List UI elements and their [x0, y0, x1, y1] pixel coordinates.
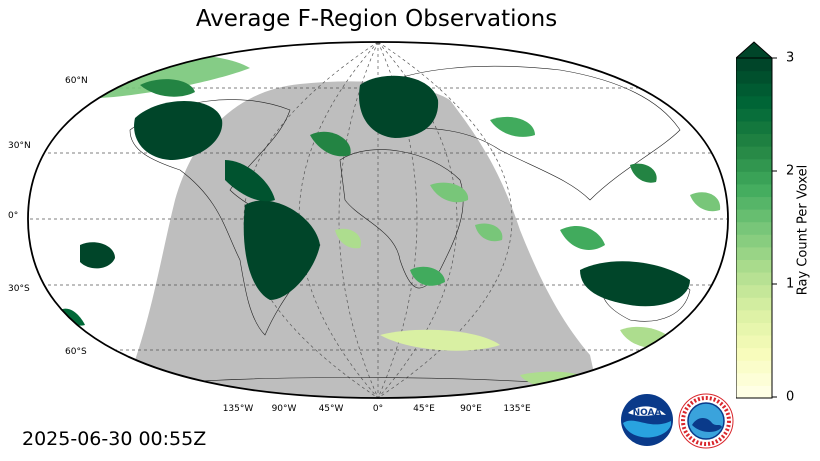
timestamp: 2025-06-30 00:55Z: [22, 428, 207, 450]
lat-label-30n: 30°N: [8, 141, 31, 151]
colorbar-segment: [736, 70, 772, 84]
colorbar-segment: [736, 234, 772, 248]
noaa-logo: NOAA: [621, 394, 673, 446]
nws-logo: [678, 393, 734, 449]
globe-outline: [27, 41, 729, 399]
colorbar-segment: [736, 108, 772, 122]
colorbar-segment: [736, 95, 772, 109]
colorbar-segment: [736, 272, 772, 286]
colorbar-segment: [736, 309, 772, 323]
colorbar-label: Ray Count Per Voxel: [795, 164, 811, 296]
lon-label-90e: 90°E: [460, 404, 482, 414]
colorbar-segment: [736, 209, 772, 223]
lon-label-135e: 135°E: [503, 404, 531, 414]
lon-label-0: 0°: [372, 404, 384, 414]
colorbar-tick-0: 0: [786, 389, 795, 405]
svg-text:NOAA: NOAA: [633, 408, 662, 418]
lon-label-90w: 90°W: [271, 404, 297, 414]
lat-label-60n: 60°N: [65, 76, 88, 86]
colorbar-segment: [736, 284, 772, 298]
lon-label-45w: 45°W: [318, 404, 344, 414]
lon-label-135w: 135°W: [222, 404, 254, 414]
lat-label-30s: 30°S: [8, 284, 30, 294]
colorbar-segment: [736, 133, 772, 147]
colorbar-segment: [736, 158, 772, 172]
lon-label-45e: 45°E: [413, 404, 435, 414]
colorbar-tick-1: 1: [786, 276, 795, 292]
colorbar-segment: [736, 183, 772, 198]
colorbar-segment: [736, 120, 772, 135]
ray-density-field: [60, 54, 721, 389]
colorbar-segment: [736, 83, 772, 97]
colorbar-segment: [736, 171, 772, 185]
colorbar-tick-2: 2: [786, 163, 795, 179]
colorbar-segment: [736, 58, 772, 72]
colorbar-segment: [736, 221, 772, 235]
colorbar-segment: [736, 360, 772, 374]
colorbar-segment: [736, 347, 772, 361]
colorbar-segment: [736, 372, 772, 386]
colorbar-segment: [736, 146, 772, 160]
map-title: Average F-Region Observations: [195, 6, 558, 32]
colorbar-segment: [736, 246, 772, 260]
colorbar-segment: [736, 297, 772, 311]
colorbar: [736, 41, 777, 399]
colorbar-segment: [736, 335, 772, 349]
colorbar-segment: [736, 196, 772, 210]
colorbar-tick-3: 3: [786, 50, 795, 66]
lat-label-60s: 60°S: [65, 347, 87, 357]
colorbar-segment: [736, 385, 772, 399]
colorbar-segment: [736, 259, 772, 273]
colorbar-segment: [736, 322, 772, 336]
lat-label-0: 0°: [8, 211, 19, 221]
